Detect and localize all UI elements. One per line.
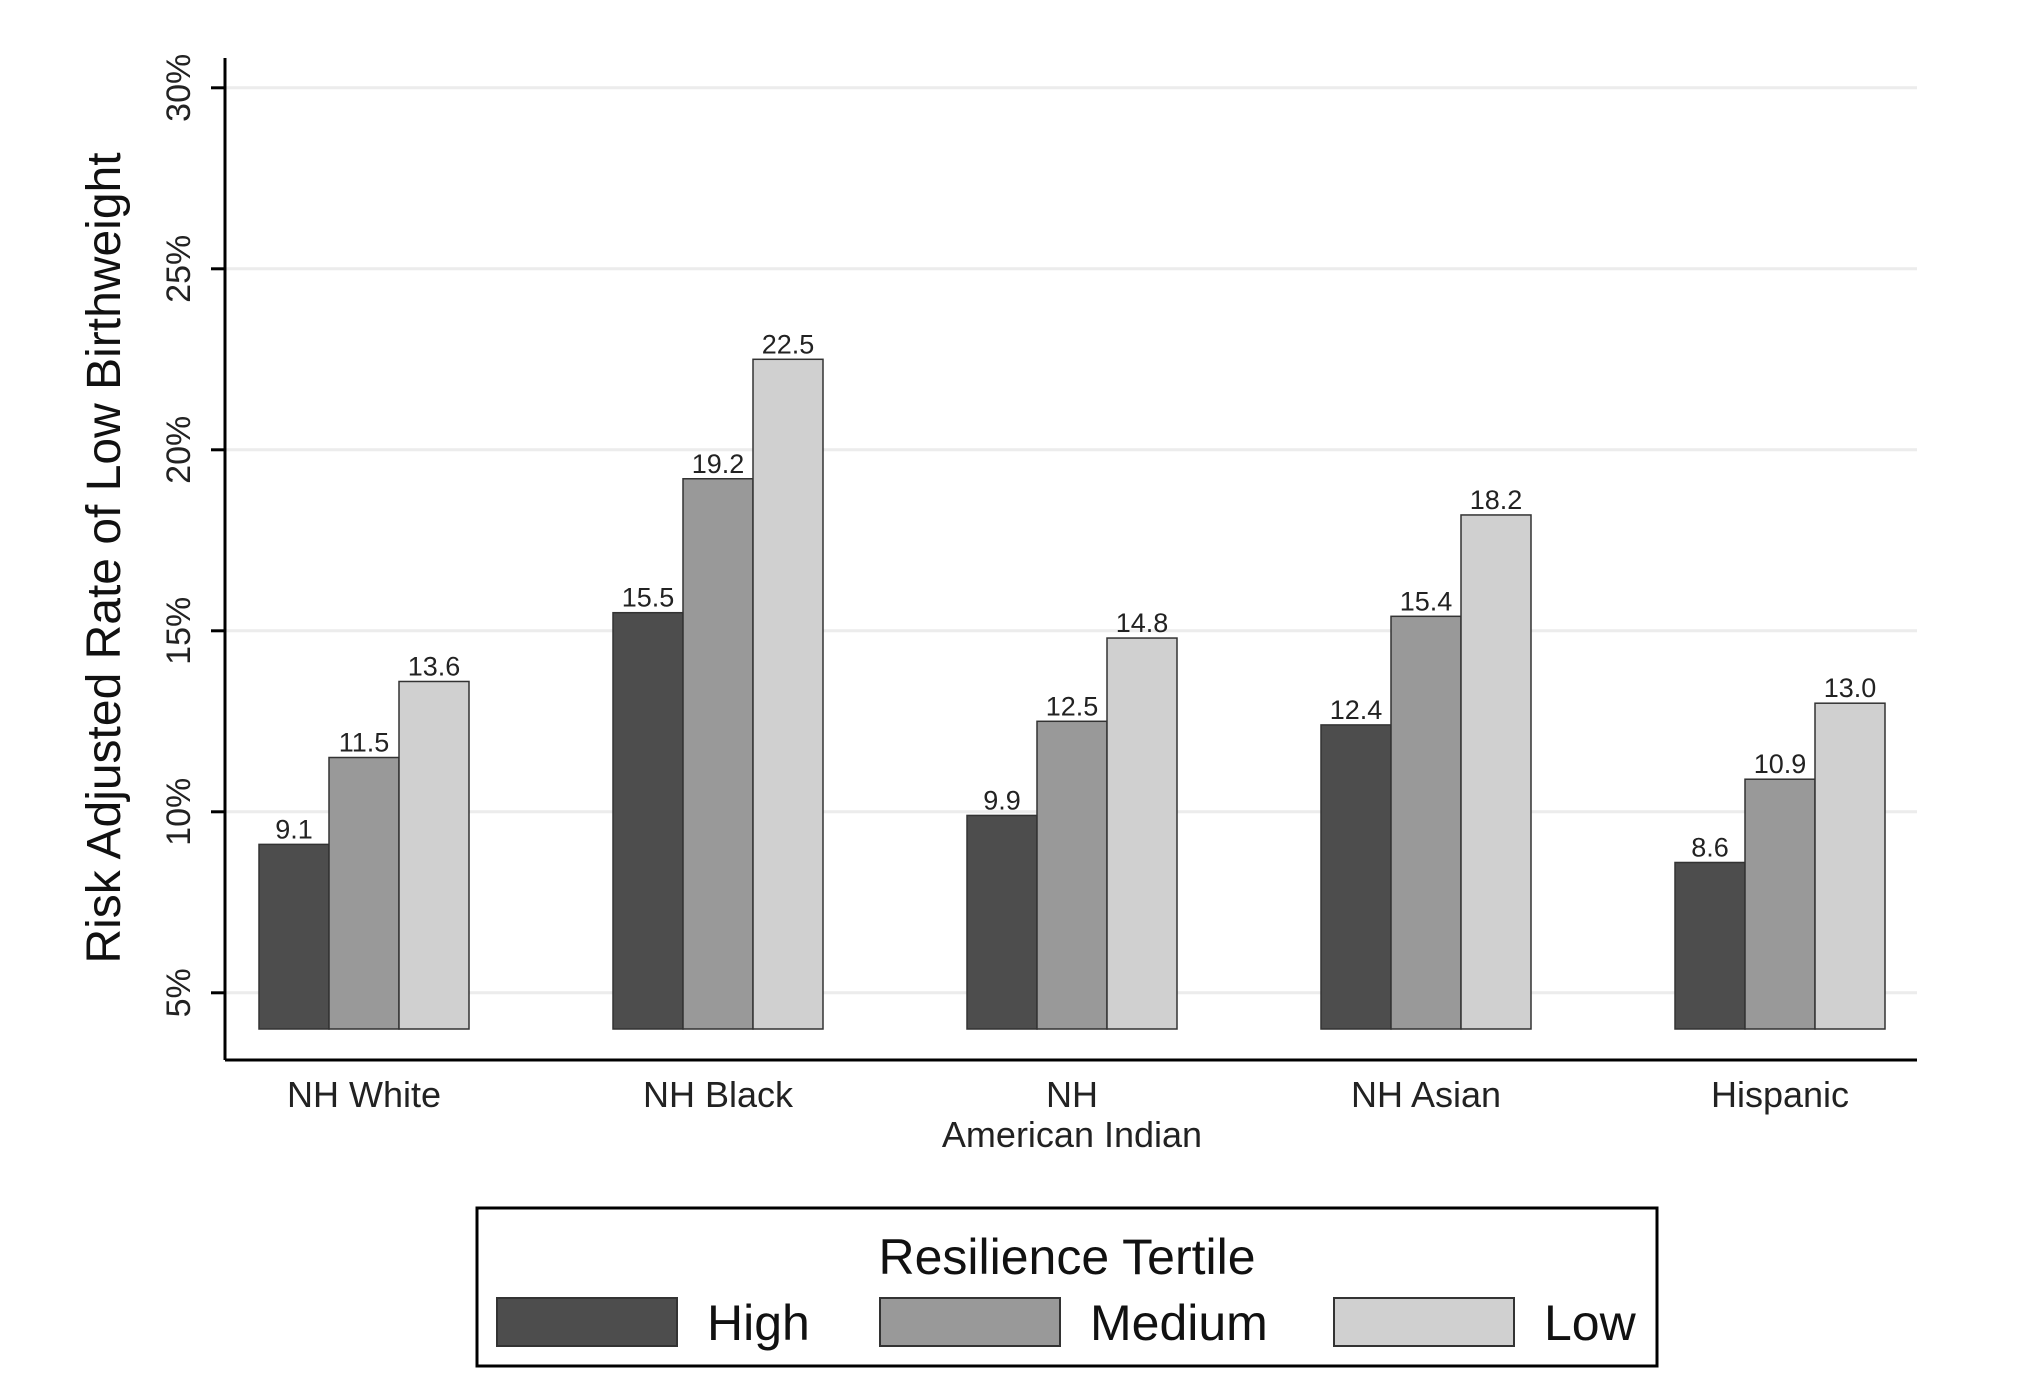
legend-label-low: Low [1544, 1295, 1637, 1351]
bar-low [752, 358, 824, 1030]
legend-swatch-medium [879, 1297, 1061, 1347]
data-label: 12.4 [1330, 695, 1383, 725]
x-category-label: NH White [287, 1074, 441, 1115]
x-category-label: NH Black [643, 1074, 794, 1115]
legend-title: Resilience Tertile [878, 1229, 1255, 1285]
bar-high [258, 843, 330, 1030]
legend-label-medium: Medium [1090, 1295, 1268, 1351]
data-label: 18.2 [1470, 485, 1523, 515]
y-ticks: 5% 10% 15% 20% 25% 30% [160, 54, 225, 1017]
legend-label-high: High [707, 1295, 810, 1351]
value-labels: 9.1 11.5 13.6 15.5 19.2 22.5 9.9 12.5 14.8 12.4 15… [275, 329, 1876, 862]
data-label: 14.8 [1116, 608, 1169, 638]
y-tick-label: 10% [160, 778, 198, 846]
data-label: 9.1 [275, 814, 313, 844]
gridlines [225, 86, 1917, 995]
data-label: 12.5 [1046, 691, 1099, 721]
y-tick-label: 15% [160, 597, 198, 665]
y-tick-label: 25% [160, 235, 198, 303]
bar-low [1106, 637, 1178, 1030]
bar-low [1814, 702, 1886, 1030]
y-tick-label: 5% [160, 968, 198, 1017]
x-category-label: American Indian [942, 1114, 1202, 1155]
data-label: 19.2 [692, 449, 745, 479]
y-tick-label: 30% [160, 54, 198, 122]
bar-medium [1036, 720, 1108, 1030]
bar-low [398, 680, 470, 1030]
bar-medium [328, 756, 400, 1030]
bar-high [1320, 724, 1392, 1030]
x-category-label: NH [1046, 1074, 1098, 1115]
data-label: 13.0 [1824, 673, 1877, 703]
data-label: 11.5 [339, 728, 390, 758]
data-label: 8.6 [1691, 832, 1729, 862]
bars [258, 358, 1886, 1030]
bar-high [1674, 861, 1746, 1030]
data-label: 10.9 [1754, 749, 1807, 779]
x-category-label: NH Asian [1351, 1074, 1501, 1115]
data-label: 9.9 [983, 785, 1021, 815]
bar-medium [1390, 615, 1462, 1030]
legend-swatch-low [1333, 1297, 1515, 1347]
bar-high [966, 814, 1038, 1030]
bar-low [1460, 514, 1532, 1030]
data-label: 22.5 [762, 329, 815, 359]
data-label: 15.5 [622, 583, 675, 613]
data-label: 13.6 [408, 651, 461, 681]
legend: Resilience Tertile High Medium Low [475, 1206, 1659, 1368]
bar-medium [682, 478, 754, 1030]
x-category-label: Hispanic [1711, 1074, 1849, 1115]
bar-high [612, 611, 684, 1030]
legend-items: High Medium Low [496, 1295, 1637, 1351]
legend-swatch-high [496, 1297, 678, 1347]
y-axis-title: Risk Adjusted Rate of Low Birthweight [78, 152, 131, 963]
y-tick-label: 20% [160, 416, 198, 484]
axes [223, 58, 1917, 1062]
data-label: 15.4 [1400, 586, 1453, 616]
bar-medium [1744, 778, 1816, 1030]
